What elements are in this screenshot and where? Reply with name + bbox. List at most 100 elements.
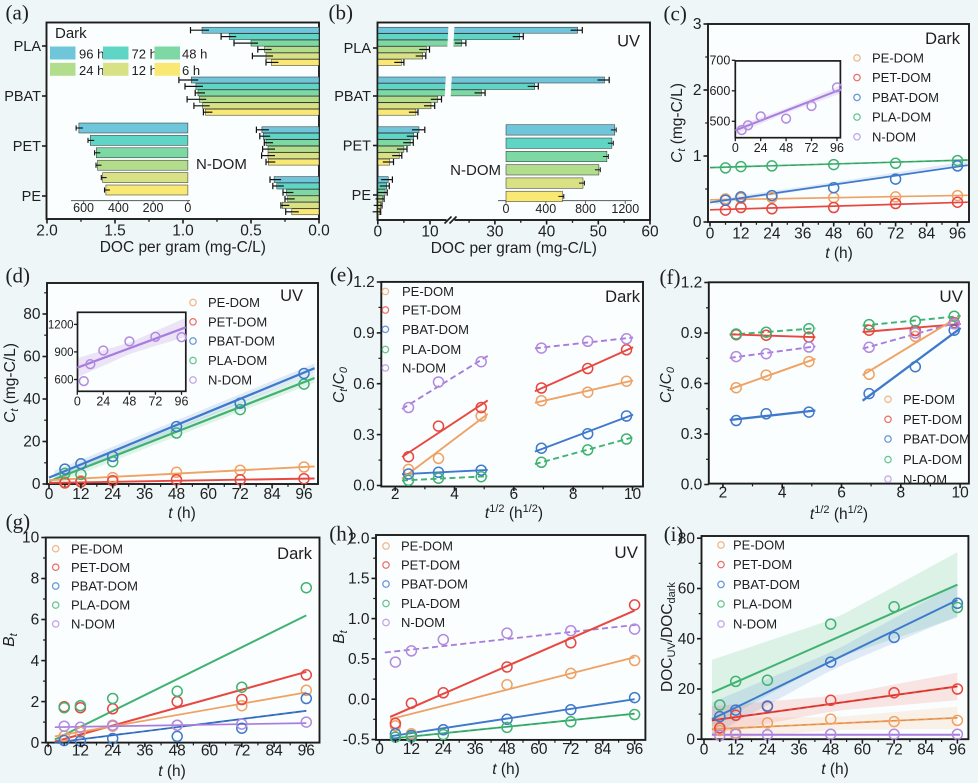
svg-text:(d): (d): [6, 264, 31, 288]
svg-text:t (h): t (h): [492, 761, 520, 778]
svg-text:PET-DOM: PET-DOM: [401, 558, 460, 573]
svg-text:0: 0: [706, 226, 715, 243]
svg-text:0.0: 0.0: [308, 223, 330, 240]
svg-text:PET: PET: [343, 139, 371, 155]
svg-text:UV: UV: [617, 33, 640, 51]
svg-text:36: 36: [136, 486, 153, 503]
svg-text:60: 60: [854, 742, 872, 759]
svg-text:PBAT-DOM: PBAT-DOM: [903, 432, 970, 447]
svg-text:Ct (mg-C/L): Ct (mg-C/L): [2, 343, 21, 423]
svg-text:t1/2 (h1/2): t1/2 (h1/2): [485, 503, 543, 522]
svg-text:(e): (e): [330, 263, 353, 287]
svg-text:96: 96: [175, 394, 189, 408]
svg-text:Dark: Dark: [925, 30, 961, 48]
svg-text:1.5: 1.5: [104, 223, 126, 240]
svg-text:Dark: Dark: [605, 288, 641, 306]
svg-text:N-DOM: N-DOM: [872, 129, 916, 144]
svg-text:PBAT: PBAT: [334, 89, 371, 105]
svg-text:0: 0: [732, 141, 739, 155]
svg-text:0: 0: [74, 394, 81, 408]
svg-text:0: 0: [693, 214, 702, 231]
svg-text:PLA-DOM: PLA-DOM: [903, 452, 962, 467]
svg-text:36: 36: [790, 742, 807, 759]
svg-text:12: 12: [72, 743, 89, 760]
svg-text:PBAT-DOM: PBAT-DOM: [208, 334, 275, 349]
svg-text:24: 24: [754, 141, 768, 155]
svg-text:PLA: PLA: [344, 41, 372, 57]
svg-text:1200: 1200: [48, 319, 74, 331]
svg-text:48: 48: [825, 226, 842, 243]
svg-text:N-DOM: N-DOM: [71, 617, 115, 632]
svg-text:600: 600: [709, 84, 730, 98]
svg-text:PE-DOM: PE-DOM: [872, 51, 924, 66]
svg-text:6: 6: [509, 486, 518, 503]
svg-text:96: 96: [949, 742, 966, 759]
svg-text:UV: UV: [939, 287, 963, 306]
svg-text:3: 3: [693, 16, 702, 33]
svg-text:96: 96: [295, 486, 312, 503]
svg-text:400: 400: [535, 202, 556, 216]
svg-text:0.3: 0.3: [353, 427, 375, 444]
svg-text:PET-DOM: PET-DOM: [872, 70, 931, 85]
svg-text:0: 0: [44, 743, 53, 760]
svg-text:UV: UV: [614, 543, 638, 562]
svg-text:84: 84: [263, 486, 281, 503]
svg-text:8: 8: [896, 485, 905, 502]
svg-text:N-DOM: N-DOM: [733, 617, 777, 632]
svg-text:0: 0: [700, 742, 709, 759]
svg-text:6: 6: [31, 612, 40, 629]
svg-text:(g): (g): [6, 510, 31, 534]
svg-text:(b): (b): [329, 1, 354, 25]
svg-text:N-DOM: N-DOM: [903, 472, 947, 487]
svg-text:72: 72: [232, 486, 249, 503]
svg-text:0: 0: [375, 741, 384, 758]
svg-text:84: 84: [265, 743, 283, 760]
svg-text:24: 24: [759, 742, 777, 759]
svg-text:72: 72: [148, 394, 162, 408]
svg-text:t (h): t (h): [158, 763, 186, 780]
svg-text:PET: PET: [13, 139, 41, 155]
svg-text:0.3: 0.3: [681, 426, 703, 443]
svg-text:2: 2: [391, 486, 400, 503]
svg-text:0.6: 0.6: [353, 376, 375, 393]
svg-text:0.9: 0.9: [681, 325, 703, 342]
svg-text:0: 0: [32, 476, 41, 493]
svg-text:12: 12: [727, 742, 744, 759]
svg-text:60: 60: [201, 743, 219, 760]
svg-text:1200: 1200: [611, 202, 639, 216]
svg-text:PBAT: PBAT: [4, 89, 41, 105]
svg-text:PE: PE: [22, 189, 42, 205]
svg-text:20: 20: [23, 434, 41, 451]
svg-text:400: 400: [108, 201, 129, 215]
svg-text:10: 10: [951, 485, 969, 502]
svg-text:0.5: 0.5: [348, 651, 370, 668]
svg-text:Ct/C0: Ct/C0: [658, 366, 677, 403]
svg-text:PE-DOM: PE-DOM: [401, 539, 453, 554]
svg-text:0.0: 0.0: [353, 478, 375, 495]
svg-text:36: 36: [794, 226, 811, 243]
svg-text:PLA-DOM: PLA-DOM: [71, 598, 130, 613]
svg-text:6: 6: [837, 485, 846, 502]
svg-text:0: 0: [686, 731, 695, 748]
svg-text:t (h): t (h): [825, 245, 853, 262]
svg-text:-0.5: -0.5: [343, 732, 370, 749]
svg-text:8: 8: [31, 571, 40, 588]
svg-text:N-DOM: N-DOM: [196, 156, 247, 173]
svg-text:20: 20: [678, 681, 696, 698]
svg-text:PET-DOM: PET-DOM: [208, 314, 267, 329]
svg-text:Ct/C0: Ct/C0: [331, 366, 350, 403]
svg-text:0.0: 0.0: [681, 477, 703, 494]
svg-text:72: 72: [887, 226, 904, 243]
svg-text:N-DOM: N-DOM: [450, 162, 501, 179]
svg-text:72 h: 72 h: [132, 47, 157, 62]
svg-text:0: 0: [45, 486, 54, 503]
svg-text:t1/2 (h1/2): t1/2 (h1/2): [810, 504, 868, 523]
svg-text:PET-DOM: PET-DOM: [733, 557, 792, 572]
svg-text:DOC per gram (mg-C/L): DOC per gram (mg-C/L): [431, 240, 597, 257]
svg-text:60: 60: [23, 349, 41, 366]
svg-text:40: 40: [538, 224, 556, 241]
svg-text:0.0: 0.0: [348, 691, 370, 708]
svg-text:4: 4: [778, 485, 787, 502]
svg-text:PLA-DOM: PLA-DOM: [733, 597, 792, 612]
svg-text:900: 900: [54, 347, 73, 359]
